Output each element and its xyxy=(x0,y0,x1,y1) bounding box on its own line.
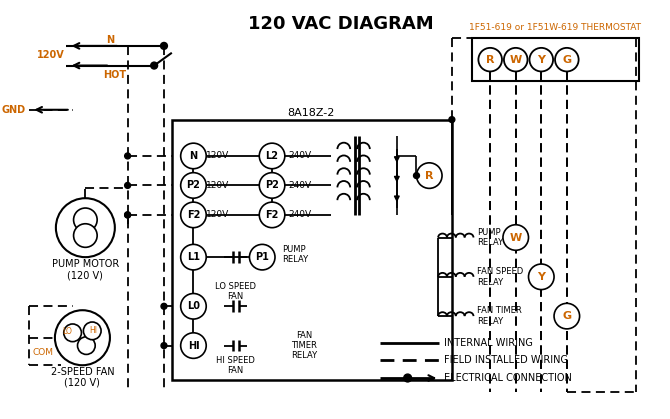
Text: INTERNAL WIRING: INTERNAL WIRING xyxy=(444,338,533,348)
Circle shape xyxy=(64,324,82,341)
Text: F2: F2 xyxy=(187,210,200,220)
Circle shape xyxy=(413,173,419,178)
Text: 120V: 120V xyxy=(206,210,230,220)
Circle shape xyxy=(151,62,157,69)
Text: L0: L0 xyxy=(187,301,200,311)
Circle shape xyxy=(181,333,206,358)
Bar xyxy=(172,119,452,380)
Circle shape xyxy=(181,294,206,319)
Text: Y: Y xyxy=(537,54,545,65)
Text: N: N xyxy=(190,151,198,161)
Text: COM: COM xyxy=(33,348,54,357)
Text: G: G xyxy=(562,311,572,321)
Text: HOT: HOT xyxy=(103,70,127,80)
Text: HI: HI xyxy=(188,341,199,351)
Text: 240V: 240V xyxy=(288,181,311,190)
Text: 120V: 120V xyxy=(206,151,230,160)
Text: FAN SPEED
RELAY: FAN SPEED RELAY xyxy=(478,267,524,287)
Text: L2: L2 xyxy=(265,151,279,161)
Text: 120V: 120V xyxy=(37,50,65,60)
Circle shape xyxy=(449,116,455,122)
Text: (120 V): (120 V) xyxy=(68,271,103,281)
Text: FAN TIMER
RELAY: FAN TIMER RELAY xyxy=(478,306,522,326)
Text: PUMP
RELAY: PUMP RELAY xyxy=(282,245,308,264)
Circle shape xyxy=(249,244,275,270)
Circle shape xyxy=(56,198,115,257)
Text: 2-SPEED FAN: 2-SPEED FAN xyxy=(51,367,114,377)
Circle shape xyxy=(161,343,167,349)
Text: HI SPEED
FAN: HI SPEED FAN xyxy=(216,356,255,375)
Text: F2: F2 xyxy=(265,210,279,220)
Text: P2: P2 xyxy=(265,181,279,190)
Circle shape xyxy=(555,48,579,72)
Text: (120 V): (120 V) xyxy=(64,378,100,388)
Circle shape xyxy=(55,310,110,365)
Circle shape xyxy=(78,337,95,354)
Text: G: G xyxy=(562,54,572,65)
Text: LO: LO xyxy=(63,327,72,336)
Text: ELECTRICAL CONNECTION: ELECTRICAL CONNECTION xyxy=(444,373,572,383)
Circle shape xyxy=(503,225,529,250)
Circle shape xyxy=(181,143,206,169)
Circle shape xyxy=(478,48,502,72)
Circle shape xyxy=(554,303,580,329)
Text: P2: P2 xyxy=(186,181,200,190)
Circle shape xyxy=(74,224,97,247)
Circle shape xyxy=(161,42,168,49)
Circle shape xyxy=(259,173,285,198)
Text: FIELD INSTALLED WIRING: FIELD INSTALLED WIRING xyxy=(444,355,568,365)
Text: 120 VAC DIAGRAM: 120 VAC DIAGRAM xyxy=(248,16,433,34)
Circle shape xyxy=(404,374,411,382)
Text: 120V: 120V xyxy=(206,181,230,190)
Text: W: W xyxy=(510,54,522,65)
Circle shape xyxy=(181,202,206,228)
Text: FAN
TIMER
RELAY: FAN TIMER RELAY xyxy=(291,331,318,360)
Circle shape xyxy=(259,202,285,228)
Text: GND: GND xyxy=(1,105,25,115)
Text: 8A18Z-2: 8A18Z-2 xyxy=(287,108,335,118)
Text: 240V: 240V xyxy=(288,151,311,160)
Bar xyxy=(472,38,639,81)
Circle shape xyxy=(83,322,101,340)
Text: R: R xyxy=(486,54,494,65)
Circle shape xyxy=(74,208,97,232)
Text: PUMP MOTOR: PUMP MOTOR xyxy=(52,259,119,269)
Circle shape xyxy=(529,48,553,72)
Text: HI: HI xyxy=(89,326,97,335)
Text: W: W xyxy=(510,233,522,243)
Circle shape xyxy=(161,303,167,309)
Text: 240V: 240V xyxy=(288,210,311,220)
Circle shape xyxy=(417,163,442,189)
Text: N: N xyxy=(106,35,114,45)
Circle shape xyxy=(529,264,554,290)
Circle shape xyxy=(125,153,131,159)
Text: PUMP
RELAY: PUMP RELAY xyxy=(478,228,504,247)
Circle shape xyxy=(504,48,527,72)
Circle shape xyxy=(259,143,285,169)
Text: LO SPEED
FAN: LO SPEED FAN xyxy=(215,282,256,301)
Text: Y: Y xyxy=(537,272,545,282)
Circle shape xyxy=(125,183,131,189)
Text: R: R xyxy=(425,171,433,181)
Text: 1F51-619 or 1F51W-619 THERMOSTAT: 1F51-619 or 1F51W-619 THERMOSTAT xyxy=(469,23,641,32)
Text: L1: L1 xyxy=(187,252,200,262)
Circle shape xyxy=(181,173,206,198)
Text: P1: P1 xyxy=(255,252,269,262)
Circle shape xyxy=(125,212,131,218)
Circle shape xyxy=(125,212,131,218)
Circle shape xyxy=(181,244,206,270)
